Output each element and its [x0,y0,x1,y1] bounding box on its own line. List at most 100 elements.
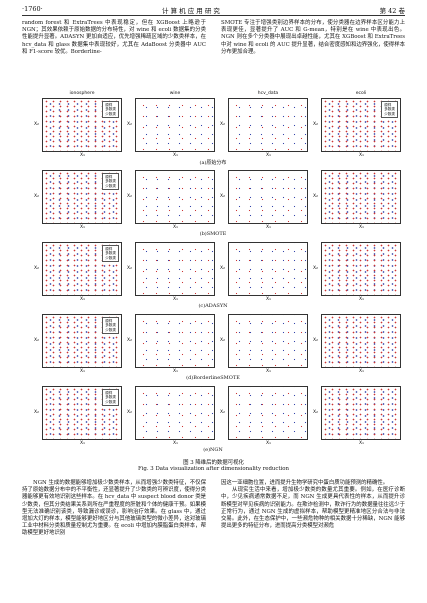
legend-entry: 多数类 [105,251,116,256]
legend: 原样 多数类 少数类 [102,245,119,263]
scatter-panel: 原样 多数类 少数类 [42,314,122,368]
subfigure-label: (d)BorderlineSMOTE [186,375,240,381]
column-title: hcv_data [257,91,279,96]
scatter-panel: 原样 多数类 少数类 [42,170,122,224]
legend-entry: 原样 [105,319,113,323]
legend: 原样 多数类 少数类 [102,101,119,119]
y-axis-label: X₂ [127,410,132,415]
volume: 第 42 卷 [379,7,405,15]
scatter-panel [321,242,401,296]
x-axis-label: X₁ [359,441,364,446]
scatter-panel [135,98,215,152]
y-axis-label: X₂ [313,338,318,343]
legend-entry: 多数类 [384,107,395,112]
y-axis-label: X₂ [313,122,318,127]
x-axis-label: X₁ [359,297,364,302]
legend-entry: 少数类 [384,111,395,116]
subfigure-label: (c)ADASYN [198,303,228,309]
legend: 原样 多数类 少数类 [102,173,119,191]
y-axis-label: X₂ [220,194,225,199]
scatter-panel [321,314,401,368]
scatter-panel [228,386,308,440]
legend: 原样 多数类 少数类 [381,101,398,119]
legend-entry: 少数类 [105,255,116,260]
y-axis-label: X₂ [313,266,318,271]
text-column: SMOTE 专注于增强类别边界样本的分布，使分类器在边界样本区分能力上表现更佳，… [221,20,405,56]
y-axis-label: X₂ [220,338,225,343]
legend-entry: 原样 [105,247,113,251]
subfigure-label: (e)NGN [203,447,223,453]
x-axis-label: X₁ [359,369,364,374]
scatter-panel [135,242,215,296]
scatter-panel [228,98,308,152]
x-axis-label: X₁ [266,225,271,230]
x-axis-label: X₁ [80,441,85,446]
subfigure-label: (a)原始分布 [199,160,227,166]
paragraph: 从现实生活中来看，增加极少数类的数量尤其重要。例如，在医疗诊断中，少见疾病通常数… [221,487,405,530]
paragraph: random forest 和 ExtraTrees 中表现稳定，但在 XGBo… [22,20,206,55]
y-axis-label: X₂ [34,338,39,343]
scatter-panel [228,242,308,296]
paragraph: SMOTE 专注于增强类别边界样本的分布，使分类器在边界样本区分能力上表现更佳，… [221,20,405,55]
x-axis-label: X₁ [80,225,85,230]
text-column: NGN 生成的数据能够增加极少数类样本，从而增强少数类特征，不仅保持了原始数据分… [22,480,206,538]
y-axis-label: X₂ [313,410,318,415]
y-axis-label: X₂ [34,122,39,127]
legend-entry: 少数类 [105,327,116,332]
scatter-panel [321,386,401,440]
y-axis-label: X₂ [220,266,225,271]
legend-entry: 多数类 [105,395,116,400]
caption-cn: 图 3 降维后的数据可视化 [183,460,244,466]
legend-entry: 多数类 [105,179,116,184]
legend-entry: 原样 [105,175,113,179]
scatter-panel [135,170,215,224]
x-axis-label: X₁ [80,153,85,158]
y-axis-label: X₂ [127,122,132,127]
scatter-panel: 原样 多数类 少数类 [321,98,401,152]
scatter-panel [228,170,308,224]
x-axis-label: X₁ [266,153,271,158]
x-axis-label: X₁ [359,225,364,230]
x-axis-label: X₁ [80,297,85,302]
x-axis-label: X₁ [173,225,178,230]
scatter-panel: 原样 多数类 少数类 [42,98,122,152]
page-number: ·1760· [22,5,43,13]
column-title: ecoli [355,91,367,96]
legend-entry: 少数类 [105,183,116,188]
y-axis-label: X₂ [220,410,225,415]
legend-entry: 原样 [384,103,392,107]
legend-entry: 原样 [105,103,113,107]
y-axis-label: X₂ [127,194,132,199]
y-axis-label: X₂ [313,194,318,199]
x-axis-label: X₁ [266,297,271,302]
x-axis-label: X₁ [173,153,178,158]
y-axis-label: X₂ [127,338,132,343]
y-axis-label: X₂ [127,266,132,271]
text-column: 因这一亚细胞位置，进而提升生物学研究中蛋白质功能预测的精确性。 从现实生活中来看… [221,480,405,530]
y-axis-label: X₂ [220,122,225,127]
running-header: ·1760· 计 算 机 应 用 研 究 第 42 卷 [22,5,405,16]
legend: 原样 多数类 少数类 [102,389,119,407]
y-axis-label: X₂ [34,194,39,199]
x-axis-label: X₁ [359,153,364,158]
legend-entry: 少数类 [105,111,116,116]
scatter-panel: 原样 多数类 少数类 [42,386,122,440]
y-axis-label: X₂ [34,410,39,415]
legend-entry: 多数类 [105,107,116,112]
x-axis-label: X₁ [266,441,271,446]
scatter-panel [135,314,215,368]
x-axis-label: X₁ [266,369,271,374]
scatter-panel [321,170,401,224]
x-axis-label: X₁ [173,369,178,374]
column-title: ionosphere [69,91,95,96]
scatter-panel: 原样 多数类 少数类 [42,242,122,296]
scatter-panel [228,314,308,368]
legend: 原样 多数类 少数类 [102,317,119,335]
legend-entry: 少数类 [105,399,116,404]
subfigure-label: (b)SMOTE [199,231,227,237]
caption-en: Fig. 3 Data visualization after dimensio… [137,466,290,472]
scatter-panel [135,386,215,440]
paragraph: NGN 生成的数据能够增加极少数类样本，从而增强少数类特征，不仅保持了原始数据分… [22,480,206,537]
x-axis-label: X₁ [80,369,85,374]
